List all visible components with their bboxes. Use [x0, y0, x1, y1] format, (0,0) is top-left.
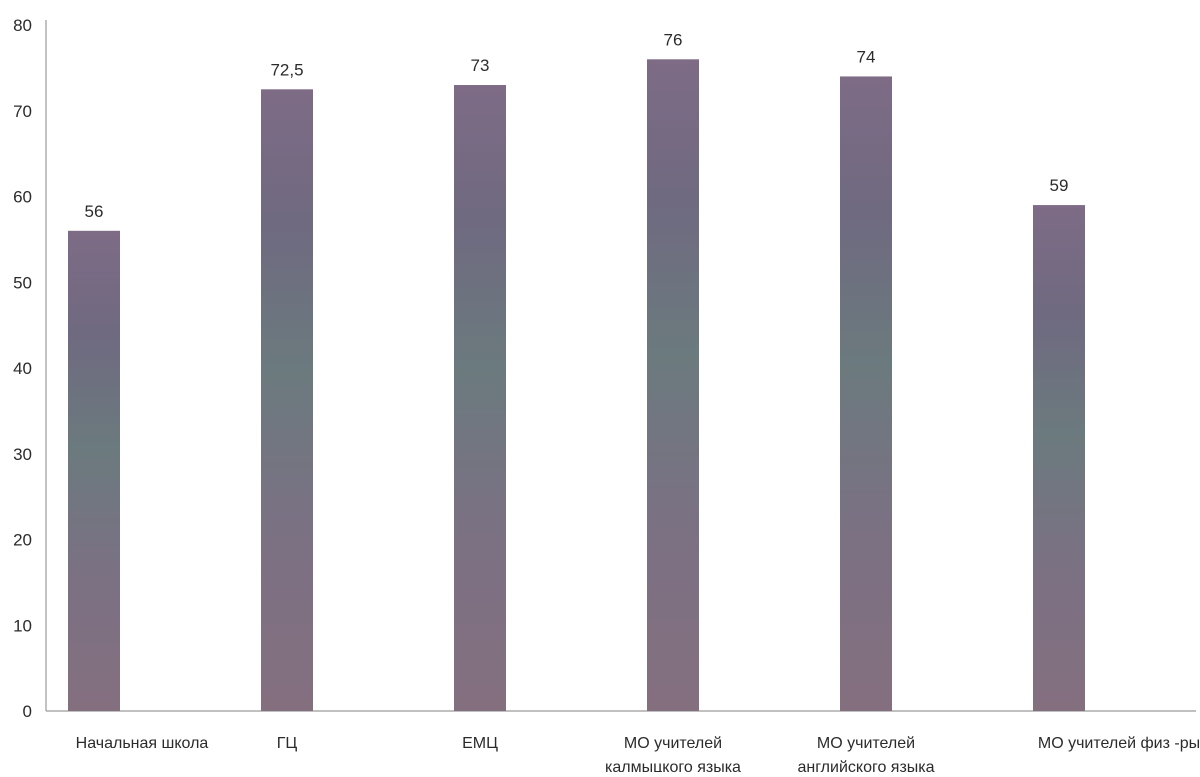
- axes: [45, 20, 1196, 712]
- y-tick-label: 40: [13, 359, 32, 378]
- x-category-label: МО учителей: [624, 735, 722, 752]
- bars: [68, 59, 1085, 712]
- data-label: 73: [471, 56, 490, 75]
- y-tick-label: 10: [13, 616, 32, 635]
- bar: [647, 59, 699, 712]
- x-category-label: калмыцкого языка: [605, 759, 741, 772]
- data-label: 56: [85, 202, 104, 221]
- x-category-label: ЕМЦ: [462, 735, 498, 752]
- x-category-label: МО учителей: [817, 735, 915, 752]
- data-label: 72,5: [270, 60, 303, 79]
- bar: [840, 76, 892, 711]
- bar: [261, 89, 313, 711]
- y-tick-label: 50: [13, 273, 32, 292]
- bar: [68, 230, 120, 712]
- y-tick-label: 80: [13, 16, 32, 35]
- x-category-label: Начальная школа: [76, 735, 209, 752]
- data-label: 76: [664, 30, 683, 49]
- x-category-label: английского языка: [797, 759, 934, 772]
- bar: [1033, 205, 1085, 711]
- y-tick-label: 20: [13, 531, 32, 550]
- labels: 0 10 20 30 40 50 60 70 80 56 Начальная школа 72,5 ГЦ…: [13, 16, 1200, 776]
- y-tick-label: 70: [13, 102, 32, 121]
- data-label: 59: [1050, 176, 1069, 195]
- y-tick-label: 0: [23, 702, 32, 721]
- y-tick-label: 30: [13, 445, 32, 464]
- x-category-label: МО учителей физ -ры: [1038, 735, 1200, 752]
- bar: [454, 85, 506, 711]
- data-label: 74: [857, 47, 876, 66]
- y-tick-label: 60: [13, 188, 32, 207]
- x-category-label: ГЦ: [277, 735, 298, 752]
